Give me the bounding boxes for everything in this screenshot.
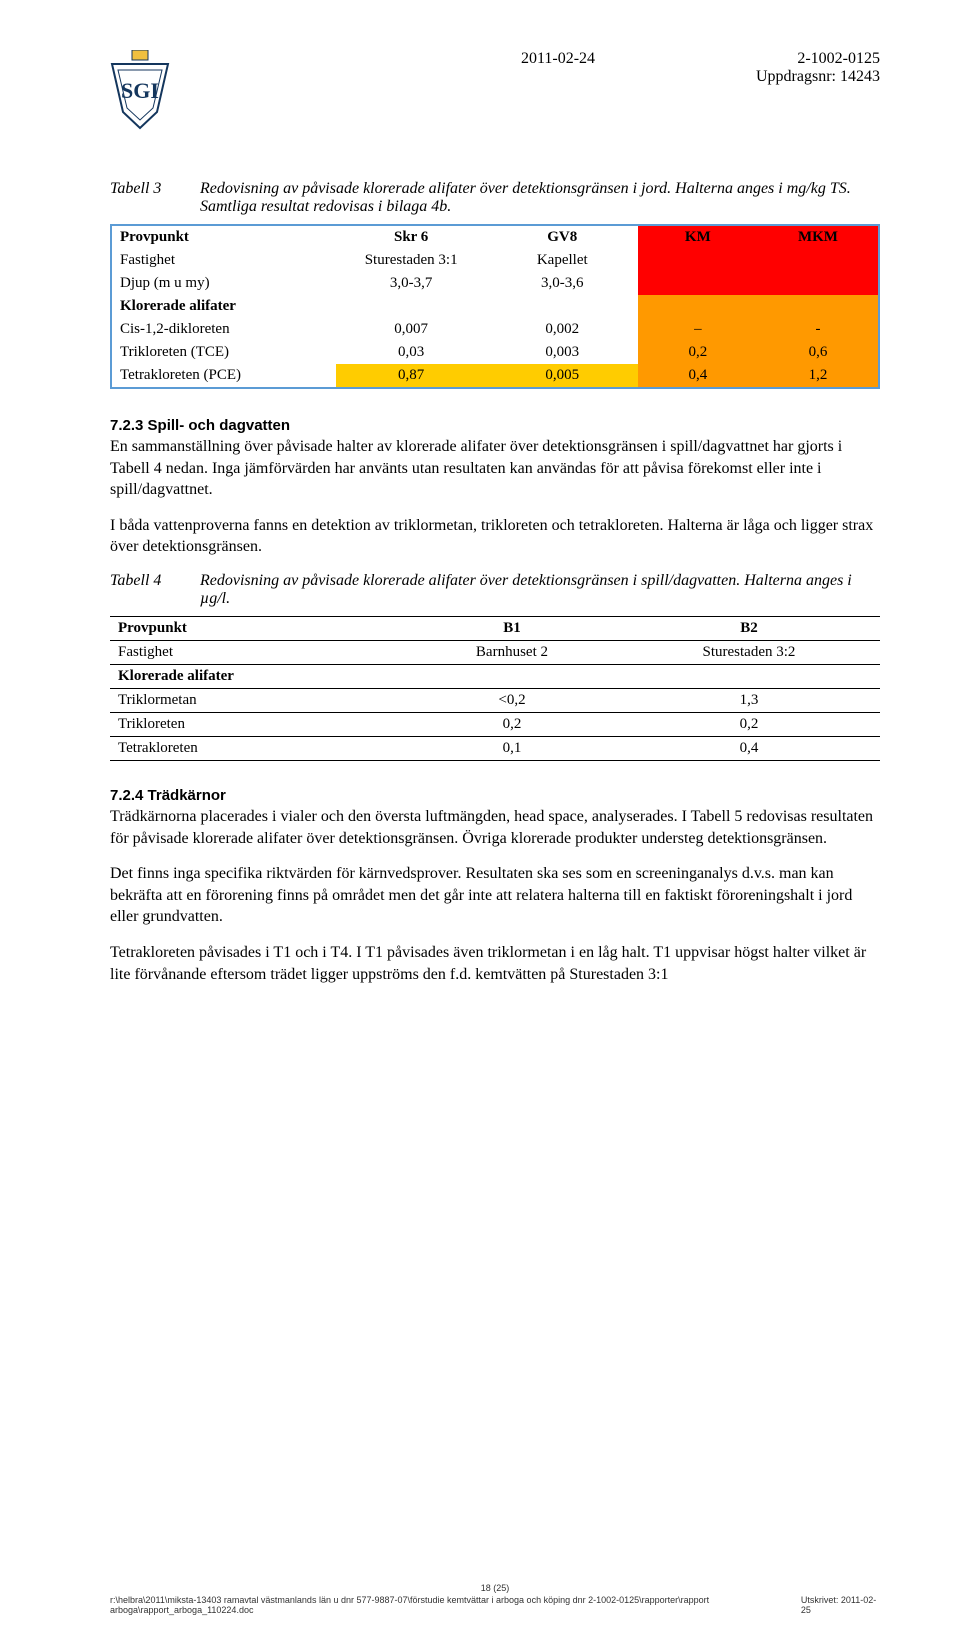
cell <box>758 272 879 295</box>
sgi-logo: SGI <box>110 50 170 130</box>
tabell4-desc: Redovisning av påvisade klorerade alifat… <box>200 572 880 608</box>
t4-fastighet-label: Fastighet <box>110 640 406 664</box>
t4-hdr-b2: B2 <box>618 616 880 640</box>
tabell4-label: Tabell 4 <box>110 572 200 608</box>
para-724-2: Det finns inga specifika riktvärden för … <box>110 863 880 928</box>
t3-cis-label: Cis-1,2-dikloreten <box>111 318 336 341</box>
t3-hdr-mkm: MKM <box>758 225 879 249</box>
t3-fastighet-label: Fastighet <box>111 249 336 272</box>
t3-hdr-gv8: GV8 <box>487 225 638 249</box>
t4-pce-b2: 0,4 <box>618 736 880 760</box>
t3-cis-km: – <box>638 318 758 341</box>
t3-pce-label: Tetrakloreten (PCE) <box>111 364 336 388</box>
tabell3-label: Tabell 3 <box>110 180 200 216</box>
svg-text:SGI: SGI <box>121 78 159 103</box>
table-row: Trikloreten (TCE) 0,03 0,003 0,2 0,6 <box>111 341 879 364</box>
t3-hdr-provpunkt: Provpunkt <box>111 225 336 249</box>
para-724-1: Trädkärnorna placerades i vialer och den… <box>110 806 880 849</box>
t4-tce-b1: 0,2 <box>406 712 618 736</box>
t3-djup-label: Djup (m u my) <box>111 272 336 295</box>
cell <box>638 295 758 318</box>
table-row: Cis-1,2-dikloreten 0,007 0,002 – - <box>111 318 879 341</box>
t4-pce-b1: 0,1 <box>406 736 618 760</box>
t4-hdr-b1: B1 <box>406 616 618 640</box>
heading-723: 7.2.3 Spill- och dagvatten <box>110 417 880 434</box>
t3-djup-skr6: 3,0-3,7 <box>336 272 487 295</box>
tabell3-caption: Tabell 3 Redovisning av påvisade klorera… <box>110 180 880 216</box>
t4-tkm-label: Triklormetan <box>110 688 406 712</box>
t4-klor-label: Klorerade alifater <box>110 664 406 688</box>
cell <box>638 249 758 272</box>
t3-klor-label: Klorerade alifater <box>111 295 336 318</box>
footer-path: r:\helbra\2011\miksta-13403 ramavtal väs… <box>110 1595 801 1615</box>
tabell4-caption: Tabell 4 Redovisning av påvisade klorera… <box>110 572 880 608</box>
table-row: Klorerade alifater <box>111 295 879 318</box>
table-row: Klorerade alifater <box>110 664 880 688</box>
tabell3-desc: Redovisning av påvisade klorerade alifat… <box>200 180 880 216</box>
para-723-2: I båda vattenproverna fanns en detektion… <box>110 515 880 558</box>
cell <box>758 249 879 272</box>
table-row: Provpunkt Skr 6 GV8 KM MKM <box>111 225 879 249</box>
para-724-3: Tetrakloreten påvisades i T1 och i T4. I… <box>110 942 880 985</box>
tabell4: Provpunkt B1 B2 Fastighet Barnhuset 2 St… <box>110 616 880 761</box>
t3-tce-gv8: 0,003 <box>487 341 638 364</box>
t3-tce-km: 0,2 <box>638 341 758 364</box>
t3-tce-skr6: 0,03 <box>336 341 487 364</box>
header-date: 2011-02-24 <box>521 50 595 68</box>
t3-djup-gv8: 3,0-3,6 <box>487 272 638 295</box>
cell <box>487 295 638 318</box>
header-right: 2-1002-0125 Uppdragsnr: 14243 <box>756 50 880 86</box>
table-row: Fastighet Barnhuset 2 Sturestaden 3:2 <box>110 640 880 664</box>
t3-pce-skr6: 0,87 <box>336 364 487 388</box>
table-row: Fastighet Sturestaden 3:1 Kapellet <box>111 249 879 272</box>
t4-fastighet-b1: Barnhuset 2 <box>406 640 618 664</box>
table-row: Tetrakloreten 0,1 0,4 <box>110 736 880 760</box>
header-uppdrag: Uppdragsnr: 14243 <box>756 68 880 86</box>
table-row: Provpunkt B1 B2 <box>110 616 880 640</box>
footer-page-number: 18 (25) <box>110 1583 880 1593</box>
page-header: SGI 2011-02-24 2-1002-0125 Uppdragsnr: 1… <box>110 50 880 130</box>
footer-printed: Utskrivet: 2011-02-25 <box>801 1595 880 1615</box>
table-row: Tetrakloreten (PCE) 0,87 0,005 0,4 1,2 <box>111 364 879 388</box>
t3-fastighet-skr6: Sturestaden 3:1 <box>336 249 487 272</box>
t3-cis-gv8: 0,002 <box>487 318 638 341</box>
cell <box>638 272 758 295</box>
t3-hdr-km: KM <box>638 225 758 249</box>
table-row: Djup (m u my) 3,0-3,7 3,0-3,6 <box>111 272 879 295</box>
heading-724: 7.2.4 Trädkärnor <box>110 787 880 804</box>
t3-cis-skr6: 0,007 <box>336 318 487 341</box>
table-row: Trikloreten 0,2 0,2 <box>110 712 880 736</box>
page-footer: 18 (25) r:\helbra\2011\miksta-13403 rama… <box>110 1583 880 1615</box>
t3-cis-mkm: - <box>758 318 879 341</box>
t3-tce-label: Trikloreten (TCE) <box>111 341 336 364</box>
t3-pce-mkm: 1,2 <box>758 364 879 388</box>
cell <box>406 664 618 688</box>
t4-fastighet-b2: Sturestaden 3:2 <box>618 640 880 664</box>
table-row: Triklormetan <0,2 1,3 <box>110 688 880 712</box>
t3-pce-gv8: 0,005 <box>487 364 638 388</box>
t4-tce-label: Trikloreten <box>110 712 406 736</box>
tabell3: Provpunkt Skr 6 GV8 KM MKM Fastighet Stu… <box>110 224 880 389</box>
t4-hdr-provpunkt: Provpunkt <box>110 616 406 640</box>
cell <box>618 664 880 688</box>
t3-pce-km: 0,4 <box>638 364 758 388</box>
t3-hdr-skr6: Skr 6 <box>336 225 487 249</box>
t4-tkm-b1: <0,2 <box>406 688 618 712</box>
t4-pce-label: Tetrakloreten <box>110 736 406 760</box>
cell <box>336 295 487 318</box>
cell <box>758 295 879 318</box>
t3-fastighet-gv8: Kapellet <box>487 249 638 272</box>
t4-tce-b2: 0,2 <box>618 712 880 736</box>
para-723-1: En sammanställning över påvisade halter … <box>110 436 880 501</box>
t3-tce-mkm: 0,6 <box>758 341 879 364</box>
t4-tkm-b2: 1,3 <box>618 688 880 712</box>
header-docnum: 2-1002-0125 <box>756 50 880 68</box>
